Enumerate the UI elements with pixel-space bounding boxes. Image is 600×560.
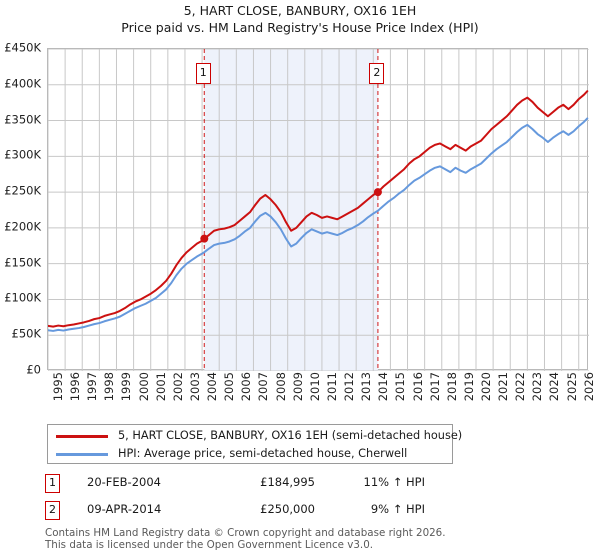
footer-line-1: Contains HM Land Registry data © Crown c… [45,527,446,539]
y-axis-tick-label: £50K [11,326,42,341]
y-axis-tick-label: £300K [4,147,41,162]
x-axis-tick-label: 2014 [376,372,391,402]
highlight-band [204,49,378,371]
data-series [48,90,589,332]
x-axis-tick-label: 1995 [51,372,65,402]
table-row: 1 20-FEB-2004 £184,995 11% ↑ HPI [45,472,465,499]
x-axis-tick-label: 2025 [564,372,579,402]
chart-svg [48,49,589,371]
page-title: 5, HART CLOSE, BANBURY, OX16 1EH [183,3,417,18]
x-axis-tick-label: 2001 [153,372,168,402]
x-axis-tick-label: 2024 [547,372,562,402]
x-axis-tick-label: 2018 [444,372,459,402]
x-axis-tick-label: 2002 [170,372,185,402]
transaction-date: 20-FEB-2004 [87,475,161,489]
legend-swatch-hpi [56,453,108,456]
x-axis-tick-label: 1998 [102,372,117,402]
x-axis-tick-label: 2010 [307,372,322,402]
y-axis-tick-label: £400K [4,76,41,91]
y-axis-tick-label: £250K [4,183,41,198]
x-axis-tick-label: 2007 [256,372,271,402]
legend-label-hpi: HPI: Average price, semi-detached house,… [118,447,408,460]
x-axis-tick-label: 2022 [513,372,528,402]
x-axis-tick-label: 2000 [136,372,151,402]
x-axis-tick-label: 2008 [273,372,288,402]
x-axis-tick-label: 2020 [479,372,493,402]
y-axis-tick-label: £200K [4,219,41,234]
chart-marker-2: 2 [369,63,385,84]
x-axis-tick-label: 2021 [496,372,511,402]
transaction-marker-1: 1 [45,474,60,493]
y-axis-tick-label: £450K [4,40,41,55]
x-axis-labels: 1995 1996 1997 1998 1999 2000 2001 2002 2003 2004… [47,372,596,418]
y-axis-tick-label: £100K [4,290,41,305]
legend-swatch-property [56,435,108,438]
transactions-table: 1 20-FEB-2004 £184,995 11% ↑ HPI 2 09-AP… [45,472,465,526]
y-axis-tick-label: £150K [4,254,41,269]
x-axis-tick-label: 2017 [427,372,442,402]
x-axis-tick-label: 2026 [581,372,596,402]
x-axis-tick-label: 2005 [222,372,237,402]
x-axis-tick-label: 2006 [239,372,254,402]
x-axis-tick-label: 2013 [359,372,374,402]
x-axis-tick-label: 2015 [393,372,408,402]
transaction-hpi-delta: 11% ↑ HPI [363,475,425,489]
attribution-footer: Contains HM Land Registry data © Crown c… [45,527,565,551]
chart-title-block: 5, HART CLOSE, BANBURY, OX16 1EH Price p… [0,2,600,36]
transaction-marker-2: 2 [45,501,60,520]
x-axis-tick-label: 2004 [205,372,220,402]
transaction-price: £184,995 [260,475,315,489]
legend-label-property: 5, HART CLOSE, BANBURY, OX16 1EH (semi-d… [118,429,463,442]
x-axis-tick-label: 1999 [119,372,134,402]
chart-marker-1: 1 [195,63,211,84]
y-axis-tick-label: £350K [4,111,41,126]
transaction-points [200,188,382,243]
y-axis-tick-label: £0 [26,362,41,377]
table-row: 2 09-APR-2014 £250,000 9% ↑ HPI [45,499,465,526]
y-axis-labels: £0 £50K £100K £150K £200K £250K £300K £350K £400… [0,42,45,375]
price-history-chart [47,48,589,371]
x-axis-tick-label: 2023 [530,372,545,402]
x-axis-tick-label: 2012 [342,372,357,402]
transaction-hpi-delta: 9% ↑ HPI [370,502,425,516]
x-axis-tick-label: 2009 [290,372,305,402]
transaction-date: 09-APR-2014 [87,502,162,516]
x-axis-tick-label: 1997 [85,372,100,402]
chart-legend: 5, HART CLOSE, BANBURY, OX16 1EH (semi-d… [47,424,462,464]
x-axis-tick-label: 2019 [461,372,476,402]
footer-line-2: This data is licensed under the Open Gov… [45,538,374,551]
x-axis-tick-label: 2016 [410,372,425,402]
page-subtitle: Price paid vs. HM Land Registry's House … [121,20,479,35]
x-axis-tick-label: 2011 [324,372,339,402]
grid-lines [48,49,589,371]
x-axis-tick-label: 2003 [187,372,202,402]
transaction-price: £250,000 [260,502,315,516]
x-axis-tick-label: 1996 [68,372,83,402]
